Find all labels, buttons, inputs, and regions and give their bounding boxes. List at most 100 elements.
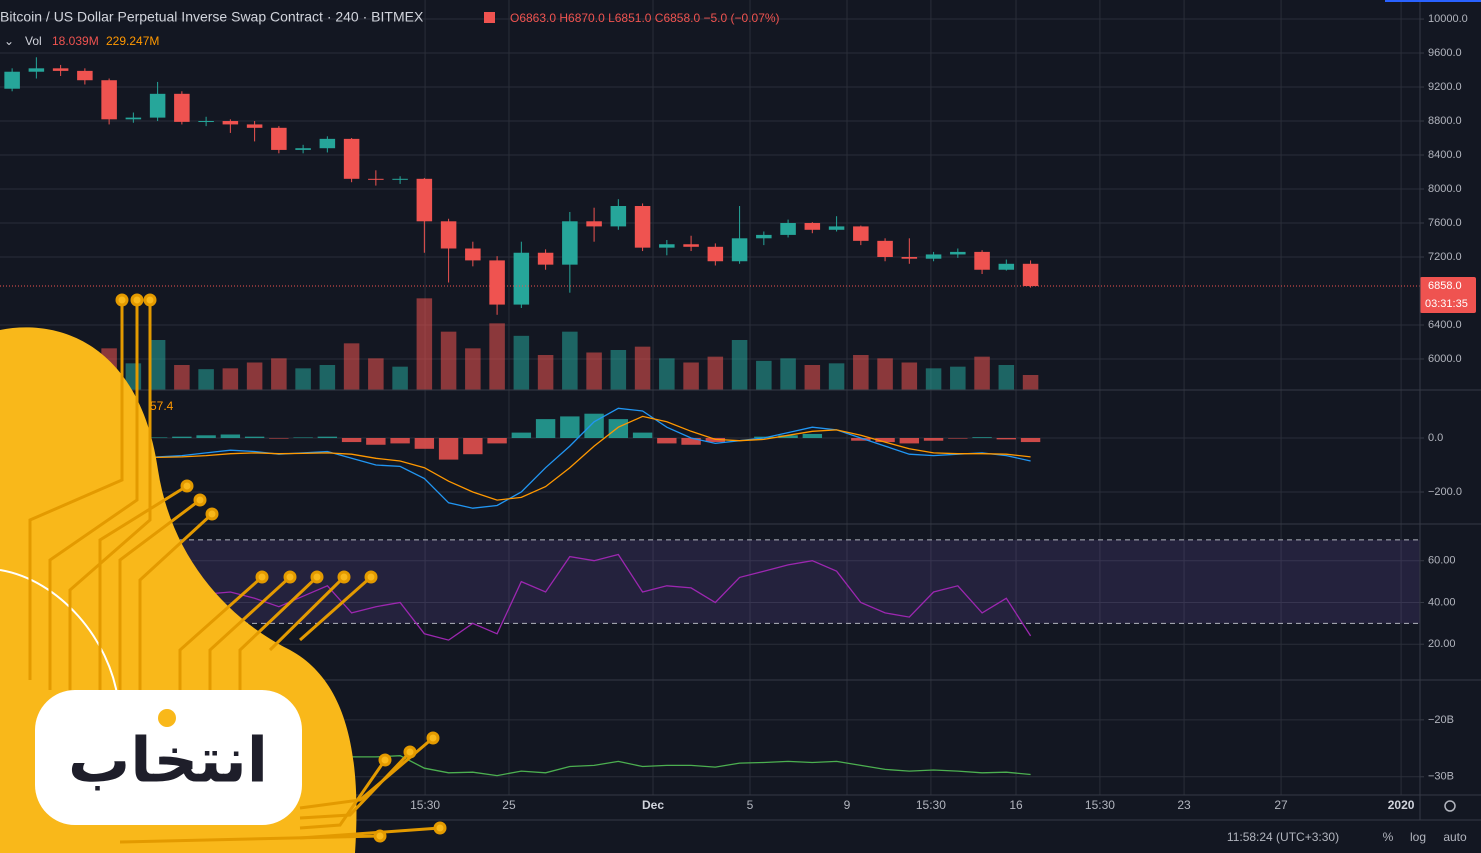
flag-icon xyxy=(484,12,495,23)
candle-body xyxy=(974,251,990,270)
volume-bar xyxy=(634,346,651,390)
last-price-box xyxy=(1420,277,1476,314)
volume-bar xyxy=(731,340,748,390)
volume-bar xyxy=(416,298,433,390)
y-tick-label: 8000.0 xyxy=(1428,183,1462,195)
histogram-bar xyxy=(972,437,992,439)
volume-bar xyxy=(659,358,675,390)
candle-body xyxy=(52,68,69,71)
ohlc: O6863.0 H6870.0 L6851.0 C6858.0 −5.0 (−0… xyxy=(510,11,780,25)
histogram-bar xyxy=(632,432,653,439)
volume-bar xyxy=(1022,375,1039,390)
percent-toggle[interactable]: % xyxy=(1383,830,1394,844)
histogram-bar xyxy=(366,438,386,445)
x-tick-label: 27 xyxy=(1274,798,1288,812)
candle-body xyxy=(28,68,45,72)
histogram-bar xyxy=(899,438,920,444)
x-tick-label: 5 xyxy=(747,798,754,812)
histogram-bar xyxy=(681,438,701,445)
y-tick-label: 6000.0 xyxy=(1428,353,1462,365)
volume-bar xyxy=(974,356,990,390)
histogram-bar xyxy=(463,438,483,455)
candle-body xyxy=(465,248,481,261)
volume-ma: 229.247M xyxy=(106,34,159,48)
histogram-bar xyxy=(414,438,435,449)
auto-toggle[interactable]: auto xyxy=(1443,830,1467,844)
histogram-bar xyxy=(560,416,580,439)
candle-body xyxy=(222,121,239,125)
volume-bar xyxy=(343,343,360,390)
y-tick-label: 9200.0 xyxy=(1428,81,1462,93)
candle-body xyxy=(901,256,918,259)
log-toggle[interactable]: log xyxy=(1410,830,1426,844)
collapse-icon[interactable]: ⌄ xyxy=(4,34,14,48)
candle-body xyxy=(489,260,505,305)
volume-bar xyxy=(610,350,627,390)
candle-body xyxy=(343,138,360,179)
x-tick-label: 23 xyxy=(1177,798,1191,812)
volume-bar xyxy=(440,331,457,390)
candle-body xyxy=(319,138,336,149)
candle-body xyxy=(707,246,724,262)
x-tick-label: 15:30 xyxy=(916,798,946,812)
candle-body xyxy=(683,244,699,247)
y-tick-label: 8800.0 xyxy=(1428,115,1462,127)
y-tick-label: 7200.0 xyxy=(1428,251,1462,263)
candle-body xyxy=(174,93,190,122)
volume-bar xyxy=(707,356,724,390)
candle-body xyxy=(780,223,796,235)
candle-body xyxy=(537,252,554,265)
x-tick-label: 16 xyxy=(1009,798,1023,812)
candle-body xyxy=(101,80,117,120)
circuit-lines xyxy=(28,300,441,844)
volume-bar xyxy=(780,358,796,390)
candle-body xyxy=(853,226,869,241)
histogram-bar xyxy=(948,438,968,439)
last-price-label: 6858.0 xyxy=(1428,280,1462,292)
candle-body xyxy=(246,124,263,128)
x-tick-label: 25 xyxy=(502,798,516,812)
x-tick-label: Dec xyxy=(642,798,664,812)
y-tick-label: 9600.0 xyxy=(1428,47,1462,59)
volume-bar xyxy=(222,368,239,390)
logo-arc xyxy=(0,569,119,701)
candle-body xyxy=(756,234,772,239)
volume-bar xyxy=(901,362,918,390)
candle-body xyxy=(659,244,675,248)
top-accent xyxy=(1385,0,1481,2)
candle-body xyxy=(804,223,821,230)
histogram-bar xyxy=(875,438,895,443)
histogram-bar xyxy=(196,435,216,439)
candle-body xyxy=(925,254,942,259)
candle-body xyxy=(149,93,166,118)
candle-body xyxy=(1022,263,1039,287)
y-tick-label: 7600.0 xyxy=(1428,217,1462,229)
y-tick-label: 10000.0 xyxy=(1428,13,1468,25)
separators xyxy=(0,0,1481,821)
histogram-bar xyxy=(535,419,556,439)
candle-body xyxy=(125,117,142,120)
candle-body xyxy=(392,178,408,180)
y-tick-label: −20B xyxy=(1428,714,1454,726)
histogram-bar xyxy=(172,436,192,439)
candle-body xyxy=(440,221,457,249)
indicator-line xyxy=(12,407,1031,509)
y-tick-label: 0.0 xyxy=(1428,432,1443,444)
histogram-bar xyxy=(293,437,313,439)
candle-body xyxy=(828,226,845,230)
volume-bar xyxy=(465,348,481,390)
volume-bar xyxy=(295,368,311,390)
x-tick-label: 9 xyxy=(844,798,851,812)
candle-body xyxy=(586,221,602,227)
volume-bar xyxy=(877,358,893,390)
candle-body xyxy=(513,252,530,305)
volume-bar xyxy=(271,358,287,390)
x-tick-label: 15:30 xyxy=(1085,798,1115,812)
settings-icon[interactable] xyxy=(1444,800,1456,812)
candle-body xyxy=(295,148,311,150)
histogram-bar xyxy=(923,438,944,441)
rsi-band xyxy=(0,539,1420,624)
histogram-bar xyxy=(487,438,507,444)
symbol-title: Bitcoin / US Dollar Perpetual Inverse Sw… xyxy=(0,9,424,25)
